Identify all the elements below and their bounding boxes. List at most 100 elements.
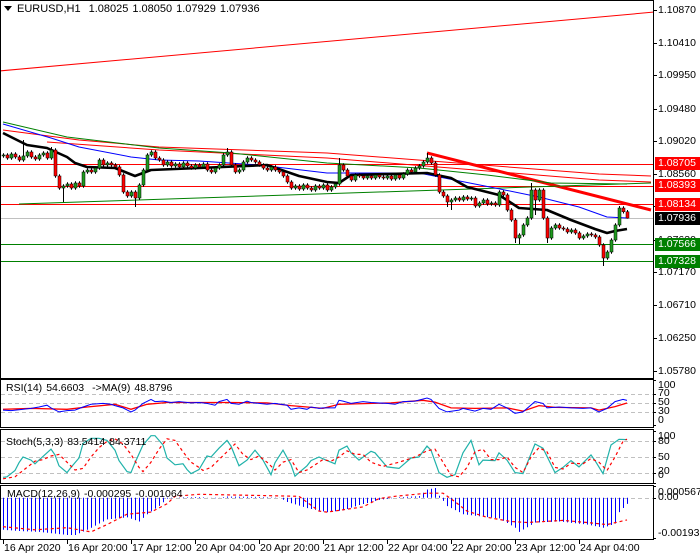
bear-candle-body (485, 199, 490, 205)
chart-title: EURUSD,H1 1.08025 1.08050 1.07929 1.07936 (4, 3, 260, 16)
bull-candle-body (93, 167, 98, 173)
candle (549, 226, 554, 240)
bear-candle-body (273, 166, 278, 171)
rsi-ma-value: 48.8796 (134, 382, 173, 394)
candle (117, 165, 122, 177)
stoch-axis-80: 80 (658, 435, 670, 447)
bull-candle-body (365, 175, 370, 179)
main-price-plot[interactable] (0, 11, 655, 266)
ascending-red-trendline[interactable] (0, 11, 655, 72)
bear-candle-body (257, 161, 262, 166)
ohlc-close: 1.07936 (219, 3, 260, 15)
dropdown-triangle-icon[interactable] (4, 6, 12, 11)
ma-blue-line (2, 123, 628, 219)
bear-candle-body (261, 164, 266, 169)
bear-candle-body (577, 232, 582, 239)
bull-candle-body (421, 161, 426, 167)
bull-candle-body (37, 154, 42, 160)
candle (45, 151, 50, 160)
bear-candle-body (57, 175, 62, 189)
time-axis-label: 22 Apr 20:00 (452, 542, 512, 554)
candle (441, 190, 446, 198)
bear-candle-body (493, 202, 498, 206)
bear-candle-body (161, 159, 166, 166)
time-axis-label: 16 Apr 2020 (4, 542, 61, 554)
rsi-axis-30: 30 (658, 405, 670, 417)
macd-title: MACD(12,26,9) -0.000295 -0.001064 (7, 488, 183, 500)
candle (473, 196, 478, 208)
candle (93, 166, 98, 174)
bull-candle-body (549, 227, 554, 239)
bull-candle-body (145, 154, 150, 171)
bull-candle-body (353, 174, 358, 181)
macd-histogram (3, 488, 628, 535)
ascending-green-trendline[interactable] (18, 182, 652, 205)
candle (485, 198, 490, 206)
bear-candle-body (289, 181, 294, 189)
bear-candle-body (33, 156, 38, 160)
bull-candle-body (461, 196, 466, 201)
macd-axis-top: 0.000567 (658, 486, 700, 498)
candle (421, 160, 426, 168)
bear-candle-body (341, 164, 346, 171)
price-tag-resistance-2: 1.08393 (655, 179, 700, 193)
candle (405, 168, 410, 176)
candle (257, 160, 262, 167)
bear-candle-body (297, 185, 302, 190)
stochastic-plot[interactable] (1, 435, 653, 480)
rsi-plot[interactable] (1, 394, 653, 414)
stochastic-panel-frame (0, 429, 654, 484)
candle (417, 164, 422, 170)
macd-plot[interactable] (1, 488, 653, 535)
ohlc-high: 1.08050 (132, 3, 173, 15)
candle (201, 162, 206, 169)
price-axis-label: 1.06710 (658, 299, 696, 312)
bull-candle-body (225, 151, 230, 156)
candle (153, 150, 158, 160)
bear-candle-body (621, 207, 626, 213)
bear-candle-body (589, 233, 594, 236)
candle (17, 155, 22, 162)
bull-candle-body (97, 159, 102, 169)
candle (141, 168, 146, 187)
bear-candle-body (265, 167, 270, 171)
candle (489, 201, 494, 206)
candle (569, 228, 574, 234)
candle (437, 173, 442, 194)
price-tag-support-2: 1.07328 (655, 254, 700, 268)
candle (469, 196, 474, 201)
bear-candle-body (17, 156, 22, 161)
bull-candle-body (469, 197, 474, 200)
bear-candle-body (513, 219, 518, 239)
rsi-value: 54.6603 (46, 382, 85, 394)
bull-candle-body (453, 197, 458, 201)
time-axis-label: 20 Apr 04:00 (196, 542, 256, 554)
candle (537, 188, 542, 202)
candle (89, 168, 94, 174)
bull-candle-body (373, 174, 378, 179)
bull-candle-body (329, 186, 334, 191)
bear-candle-body (29, 151, 34, 158)
bull-candle-body (81, 171, 86, 187)
bear-candle-body (197, 164, 202, 168)
macd-axis-zero: 0.00 (658, 491, 679, 503)
candle (505, 193, 510, 212)
candle (137, 183, 142, 200)
rsi-axis-100: 100 (658, 379, 676, 391)
candle (85, 168, 90, 174)
bull-candle-body (245, 157, 250, 163)
candle (29, 150, 34, 159)
stochastic-title: Stoch(5,3,3) 83.5414 84.3711 (6, 436, 146, 448)
candle (297, 184, 302, 191)
bear-candle-body (381, 176, 386, 179)
bear-candle-body (565, 228, 570, 233)
candle (373, 173, 378, 180)
candle (477, 201, 482, 208)
bear-candle-body (121, 174, 126, 193)
candle (189, 164, 194, 170)
candle (481, 198, 486, 205)
macd-main-value: -0.000295 (83, 488, 132, 500)
macd-signal-value: -0.001064 (135, 488, 183, 500)
